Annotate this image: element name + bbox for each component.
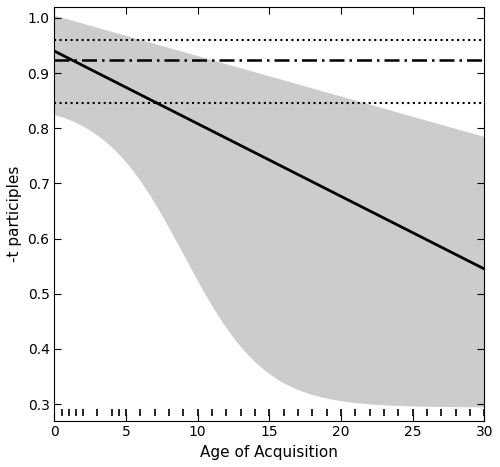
X-axis label: Age of Acquisition: Age of Acquisition — [200, 445, 338, 460]
Y-axis label: -t participles: -t participles — [7, 166, 22, 262]
